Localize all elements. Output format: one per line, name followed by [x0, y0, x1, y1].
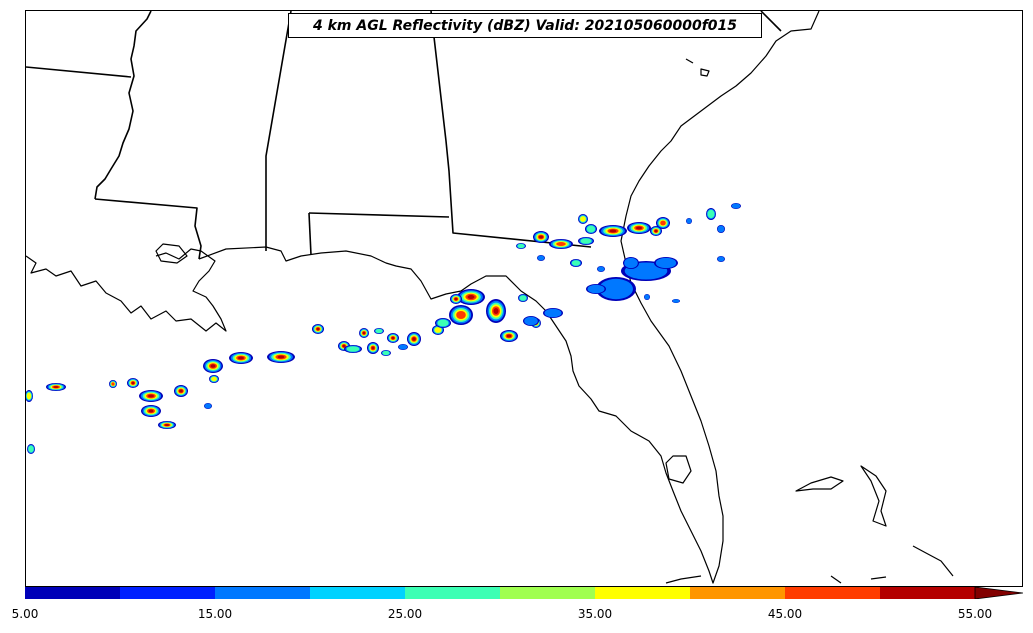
- reflectivity-contour: [587, 284, 605, 294]
- colorbar-segment: [25, 587, 120, 599]
- reflectivity-contour: [371, 346, 375, 350]
- reflectivity-contour: [375, 328, 383, 334]
- reflectivity-contour: [204, 403, 212, 409]
- reflectivity-contour: [654, 229, 658, 233]
- reflectivity-contour: [717, 225, 725, 233]
- reflectivity-contour: [316, 327, 320, 331]
- coastlines: [26, 11, 954, 584]
- colorbar-segment: [595, 587, 690, 599]
- reflectivity-contour: [493, 308, 499, 314]
- reflectivity-contour: [26, 392, 32, 400]
- reflectivity-contour: [467, 295, 475, 299]
- reflectivity-contour: [609, 229, 617, 233]
- reflectivity-contour: [655, 257, 677, 269]
- map-panel: [25, 10, 1023, 587]
- colorbar-segment: [690, 587, 785, 599]
- colorbar-tick-label: 25.00: [387, 607, 423, 621]
- reflectivity-contour: [717, 256, 725, 262]
- colorbar-segment: [785, 587, 880, 599]
- reflectivity-contour: [597, 266, 605, 272]
- reflectivity-contour: [434, 327, 442, 333]
- reflectivity-contour: [398, 344, 408, 350]
- colorbar-tick-label: 15.00: [197, 607, 233, 621]
- reflectivity-contour: [506, 334, 512, 338]
- reflectivity-contour: [111, 382, 115, 386]
- reflectivity-cells: [26, 203, 741, 454]
- reflectivity-contour: [636, 226, 642, 230]
- reflectivity-contour: [342, 344, 346, 348]
- reflectivity-contour: [28, 445, 34, 453]
- reflectivity-contour: [277, 355, 285, 359]
- reflectivity-contour: [539, 235, 543, 239]
- reflectivity-contour: [544, 308, 562, 318]
- reflectivity-contour: [211, 376, 217, 382]
- reflectivity-contour: [412, 337, 416, 341]
- reflectivity-contour: [391, 336, 395, 340]
- state-borders: [26, 11, 782, 260]
- reflectivity-contour: [519, 295, 527, 301]
- reflectivity-contour: [731, 203, 741, 209]
- colorbar-segment: [500, 587, 595, 599]
- colorbar-segment: [310, 587, 405, 599]
- reflectivity-contour: [624, 257, 638, 269]
- reflectivity-contour: [210, 364, 216, 368]
- reflectivity-contour: [148, 409, 154, 413]
- reflectivity-contour: [517, 243, 525, 249]
- reflectivity-contour: [456, 311, 466, 319]
- reflectivity-contour: [686, 218, 692, 224]
- colorbar-tick-label: 45.00: [767, 607, 803, 621]
- reflectivity-contour: [454, 297, 458, 301]
- reflectivity-contour: [164, 424, 170, 426]
- reflectivity-contour: [437, 319, 449, 327]
- reflectivity-contour: [580, 216, 586, 222]
- reflectivity-contour: [660, 220, 666, 226]
- colorbar-segment: [405, 587, 500, 599]
- reflectivity-contour: [382, 350, 390, 356]
- reflectivity-contour: [346, 346, 360, 352]
- colorbar-tick-label: 5.00: [11, 607, 39, 621]
- map-canvas: [26, 11, 954, 584]
- reflectivity-contour: [707, 209, 715, 219]
- colorbar-segment: [215, 587, 310, 599]
- colorbar-tick-label: 55.00: [957, 607, 993, 621]
- reflectivity-contour: [362, 331, 366, 335]
- reflectivity-contour: [571, 260, 581, 266]
- reflectivity-contour: [672, 299, 680, 303]
- reflectivity-contour: [148, 394, 154, 398]
- reflectivity-contour: [537, 255, 545, 261]
- reflectivity-contour: [179, 389, 183, 393]
- reflectivity-contour: [238, 356, 244, 360]
- reflectivity-contour: [131, 381, 135, 385]
- map-title: 4 km AGL Reflectivity (dBZ) Valid: 20210…: [288, 13, 762, 38]
- reflectivity-contour: [586, 225, 596, 233]
- colorbar: [25, 587, 1023, 599]
- reflectivity-contour: [53, 386, 59, 388]
- reflectivity-contour: [599, 278, 633, 300]
- reflectivity-contour: [524, 316, 538, 326]
- colorbar-extend-arrow: [974, 587, 1023, 599]
- reflectivity-contour: [580, 238, 592, 244]
- colorbar-segment: [880, 587, 975, 599]
- colorbar-tick-label: 35.00: [577, 607, 613, 621]
- reflectivity-contour: [644, 294, 650, 300]
- reflectivity-contour: [556, 242, 566, 246]
- colorbar-segment: [120, 587, 215, 599]
